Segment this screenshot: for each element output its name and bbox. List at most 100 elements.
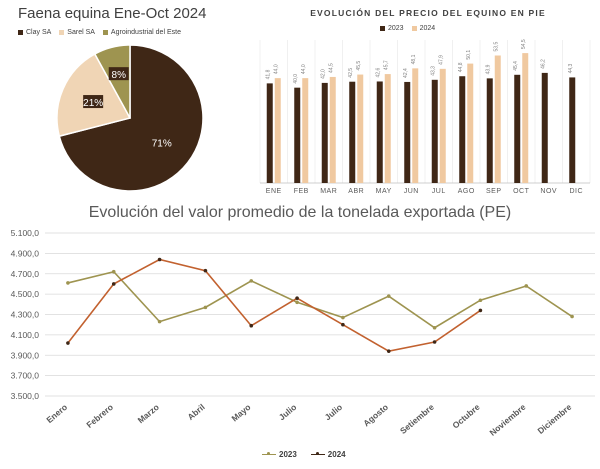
bar-xtick-OCT: OCT xyxy=(513,188,530,195)
bar-2023-JUN xyxy=(404,81,411,183)
line-point-2023-2 xyxy=(157,319,162,324)
bar-label-2023-ENE: 41,8 xyxy=(266,69,272,79)
line-xtick-11: Diciembre xyxy=(535,402,573,436)
pie-legend-swatch-2 xyxy=(102,30,108,35)
bar-xtick-ENE: ENE xyxy=(266,188,282,195)
line-point-2024-5 xyxy=(295,296,299,300)
pie-legend: Clay SA Sarel SA Agroindustrial del Este xyxy=(18,29,181,36)
bar-xtick-ABR: ABR xyxy=(348,188,364,195)
bar-label-2023-JUL: 43,3 xyxy=(431,66,437,76)
bar-legend-swatch-2024 xyxy=(411,26,417,31)
pie-legend-label-1: Sarel SA xyxy=(67,29,95,36)
line-ytick-5: 4.500,0 xyxy=(11,289,40,299)
bar-xtick-MAY: MAY xyxy=(376,188,392,195)
line-xtick-1: Febrero xyxy=(84,402,115,430)
line-point-2024-9 xyxy=(478,308,483,313)
pie-slice-2 xyxy=(93,44,131,119)
bar-2023-FEB xyxy=(294,87,301,183)
line-point-2023-7 xyxy=(386,294,391,298)
line-legend-swatch-2024 xyxy=(310,452,325,455)
bar-label-2024-AGO: 50,1 xyxy=(466,50,472,60)
line-xtick-2: Marzo xyxy=(136,402,161,425)
pie-legend-swatch-1 xyxy=(59,30,65,35)
line-xtick-3: Abril xyxy=(185,402,206,422)
line-point-2023-1 xyxy=(111,269,116,274)
line-point-2024-7 xyxy=(386,349,391,353)
line-xtick-5: Julio xyxy=(277,402,299,422)
line-legend-label-2024: 2024 xyxy=(327,450,346,459)
bar-chart-title: EVOLUCIÓN DEL PRECIO DEL EQUINO EN PIE xyxy=(310,8,546,18)
line-ytick-4: 4.300,0 xyxy=(11,310,40,320)
bar-label-2024-OCT: 54,5 xyxy=(521,39,527,49)
pie-legend-swatch-0 xyxy=(18,30,23,35)
bar-label-2023-SEP: 43,9 xyxy=(486,64,492,74)
bar-2024-OCT xyxy=(522,53,529,183)
line-point-2023-11 xyxy=(570,314,574,319)
pie-chart: 71% 21% 8% xyxy=(56,44,204,192)
bar-xtick-JUN: JUN xyxy=(404,188,419,195)
bar-label-2024-SEP: 53,5 xyxy=(494,42,500,52)
line-legend-item-2023: 2023 xyxy=(262,450,297,459)
line-point-2024-8 xyxy=(432,340,437,344)
line-point-2023-6 xyxy=(341,315,345,320)
bar-label-2024-MAR: 44,5 xyxy=(329,63,335,73)
bar-label-2023-MAR: 42,0 xyxy=(321,69,327,79)
bar-2024-AGO xyxy=(467,63,474,183)
bar-2023-ABR xyxy=(349,81,356,183)
bar-2024-SEP xyxy=(494,55,501,183)
pie-legend-item-0: Clay SA xyxy=(18,29,51,36)
bar-label-2023-OCT: 45,4 xyxy=(513,61,519,71)
bar-label-2024-ABR: 45,5 xyxy=(356,61,362,71)
bar-2024-MAY xyxy=(384,74,391,183)
line-point-2023-8 xyxy=(432,325,437,330)
pie-label-2: 8% xyxy=(112,70,127,81)
line-xtick-8: Setiembre xyxy=(398,402,436,436)
bar-2023-OCT xyxy=(514,74,521,183)
bar-legend-item-2023: 2023 xyxy=(380,25,404,32)
bar-xtick-JUL: JUL xyxy=(432,188,446,195)
line-series-2024 xyxy=(67,258,481,353)
pie-slice-0 xyxy=(58,44,204,192)
line-point-2024-3 xyxy=(203,268,208,273)
bar-2023-ENE xyxy=(266,83,273,183)
bar-label-2023-MAY: 42,6 xyxy=(376,68,382,78)
bar-2023-MAR xyxy=(321,82,328,183)
bar-2024-ABR xyxy=(357,74,364,183)
bar-2023-SEP xyxy=(486,78,493,183)
bar-xtick-NOV: NOV xyxy=(540,188,557,195)
pie-label-bg-2 xyxy=(108,67,129,81)
pie-legend-label-2: Agroindustrial del Este xyxy=(110,29,181,36)
line-xtick-4: Mayo xyxy=(229,402,252,424)
line-ytick-6: 4.700,0 xyxy=(11,269,40,279)
bar-legend-label-2024: 2024 xyxy=(419,25,436,32)
line-xtick-7: Agosto xyxy=(361,402,390,428)
bar-2023-NOV xyxy=(541,72,548,183)
bar-2024-JUN xyxy=(412,68,419,183)
line-chart: 3.500,0 3.700,0 3.900,0 4.100,0 4.300,0 4.500… xyxy=(11,228,595,438)
bar-2024-FEB xyxy=(302,78,309,183)
pie-label-0: 71% xyxy=(152,139,172,150)
line-ytick-0: 3.500,0 xyxy=(11,391,40,401)
bar-2024-MAR xyxy=(329,76,336,183)
line-legend-swatch-2023 xyxy=(262,452,276,455)
bar-2023-DIC xyxy=(569,77,576,183)
line-xtick-6: Julio xyxy=(323,402,345,422)
line-legend-label-2023: 2023 xyxy=(279,450,297,459)
bar-xtick-DIC: DIC xyxy=(569,188,583,195)
line-ytick-7: 4.900,0 xyxy=(11,248,40,258)
line-point-2024-6 xyxy=(341,322,345,327)
bar-label-2024-FEB: 44,0 xyxy=(301,64,307,74)
bar-label-2024-MAY: 45,7 xyxy=(384,60,390,70)
bar-chart: 41,844,0ENE40,044,0FEB42,044,5MAR42,545,… xyxy=(259,39,591,195)
line-point-2023-0 xyxy=(66,281,70,285)
bar-2023-MAY xyxy=(376,81,383,183)
bar-2024-ENE xyxy=(274,78,281,183)
bar-xtick-FEB: FEB xyxy=(294,188,309,195)
line-ytick-3: 4.100,0 xyxy=(11,330,40,340)
bar-legend-label-2023: 2023 xyxy=(388,25,404,32)
line-legend-item-2024: 2024 xyxy=(310,450,346,459)
pie-label-1: 21% xyxy=(83,98,103,109)
bar-2023-AGO xyxy=(459,76,466,183)
line-point-2023-5 xyxy=(295,300,299,305)
line-point-2024-0 xyxy=(66,341,70,345)
